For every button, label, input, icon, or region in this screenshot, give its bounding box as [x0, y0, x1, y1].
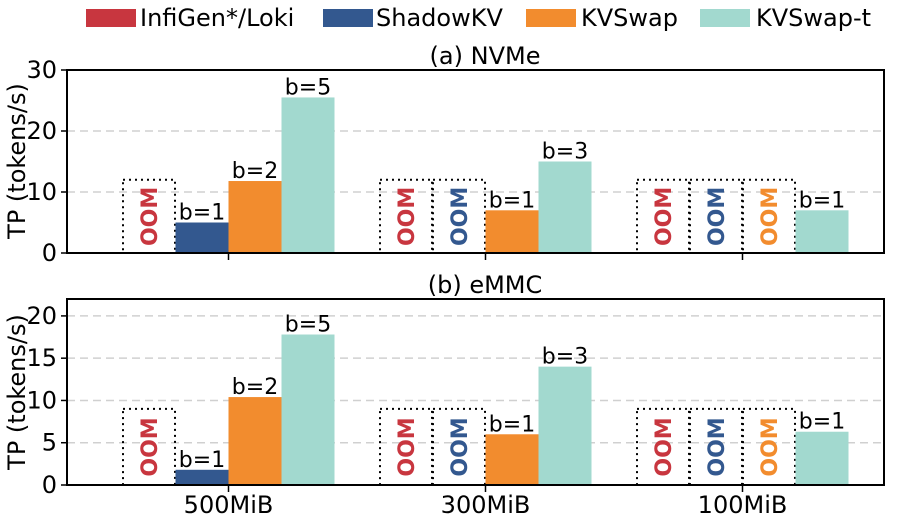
panel-a-oom-label-infigen-loki-300mib: OOM — [395, 187, 420, 246]
legend-swatch-shadowkv — [323, 9, 373, 27]
panel-a-oom-label-infigen-loki-100mib: OOM — [652, 187, 677, 246]
panel-a-title: (a) NVMe — [430, 42, 541, 70]
panel-b-ytick-label: 0 — [42, 471, 57, 499]
panel-b-oom-box-kvswap-100mib — [742, 407, 796, 486]
panel-b-oom-label-shadowkv-100mib: OOM — [705, 417, 730, 476]
panel-b-bar-label-shadowkv-500mib: b=1 — [179, 448, 225, 473]
panel-b-bar-kvswap-500mib — [228, 397, 282, 485]
legend-swatch-kvswap — [526, 9, 576, 27]
panel-b-bar-kvswap-300mib — [485, 434, 539, 485]
legend-label-kvswap: KVSwap — [581, 4, 678, 32]
panel-b-bar-label-kvswap-500mib: b=2 — [232, 375, 278, 400]
panel-b-bar-label-kvswap-300mib: b=1 — [489, 412, 535, 437]
panel-a-bar-label-shadowkv-500mib: b=1 — [179, 201, 225, 226]
panel-a-ytick-label: 30 — [26, 56, 57, 84]
panel-b-oom-box-shadowkv-100mib — [689, 407, 743, 486]
panel-a-frame — [66, 69, 885, 254]
legend-swatch-kvswap-t — [700, 9, 750, 27]
legend-label-infigen-loki: InfiGen*/Loki — [140, 4, 294, 32]
panel-b-ytick-label: 15 — [26, 344, 57, 372]
panel-a-oom-label-shadowkv-100mib: OOM — [705, 187, 730, 246]
panel-a-oom-label-kvswap-100mib: OOM — [758, 187, 783, 246]
panel-a-bar-kvswap-300mib — [485, 210, 539, 253]
panel-a-bar-kvswap-500mib — [228, 181, 282, 253]
legend-swatch-infigen-loki — [86, 9, 136, 27]
panel-a-bar-shadowkv-500mib — [175, 222, 229, 253]
panel-b-oom-label-infigen-loki-100mib: OOM — [652, 417, 677, 476]
legend-label-shadowkv: ShadowKV — [376, 4, 503, 32]
legend-label-kvswap-t: KVSwap-t — [756, 4, 871, 32]
panel-b-oom-label-infigen-loki-300mib: OOM — [395, 417, 420, 476]
xtick-label-100mib: 100MiB — [698, 491, 788, 519]
panel-a-ytick-label: 0 — [42, 239, 57, 267]
xtick-label-300mib: 300MiB — [441, 491, 531, 519]
panel-b-oom-label-kvswap-100mib: OOM — [758, 417, 783, 476]
panel-b-ylabel: TP (tokens/s) — [3, 314, 31, 471]
panel-b-bar-shadowkv-500mib — [175, 469, 229, 485]
panel-a-bar-kvswap-t-100mib — [795, 210, 849, 253]
xtick-label-500mib: 500MiB — [184, 491, 274, 519]
panel-b-oom-box-shadowkv-300mib — [432, 407, 486, 486]
panel-a-oom-label-shadowkv-300mib: OOM — [448, 187, 473, 246]
panel-b-bar-kvswap-t-500mib — [281, 334, 335, 485]
panel-a-bar-kvswap-t-500mib — [281, 97, 335, 253]
panel-b-bar-label-kvswap-t-300mib: b=3 — [542, 345, 588, 370]
panel-a-ytick-label: 20 — [26, 117, 57, 145]
panel-b-title: (b) eMMC — [428, 271, 543, 299]
panel-b-ytick-label: 20 — [26, 302, 57, 330]
panel-b-oom-box-infigen-loki-500mib — [122, 407, 176, 486]
panel-b-bar-label-kvswap-t-100mib: b=1 — [799, 410, 845, 435]
panel-a-ylabel: TP (tokens/s) — [3, 83, 31, 240]
panel-b-ytick-label: 10 — [26, 386, 57, 414]
panel-b-oom-box-infigen-loki-100mib — [636, 407, 690, 486]
panel-a-ytick-label: 10 — [26, 178, 57, 206]
panel-a-bar-label-kvswap-t-500mib: b=5 — [285, 75, 331, 100]
panel-a-bar-kvswap-t-300mib — [538, 161, 592, 253]
panel-a-bar-label-kvswap-t-300mib: b=3 — [542, 140, 588, 165]
panel-a-bar-label-kvswap-500mib: b=2 — [232, 159, 278, 184]
panel-b-bar-kvswap-t-100mib — [795, 431, 849, 485]
panel-a-bar-label-kvswap-300mib: b=1 — [489, 188, 535, 213]
panel-b-oom-label-shadowkv-300mib: OOM — [448, 417, 473, 476]
panel-a-bar-label-kvswap-t-100mib: b=1 — [799, 188, 845, 213]
panel-b-oom-label-infigen-loki-500mib: OOM — [138, 417, 163, 476]
panel-b-frame — [66, 298, 885, 486]
panel-b-oom-box-infigen-loki-300mib — [379, 407, 433, 486]
panel-b-bar-label-kvswap-t-500mib: b=5 — [285, 313, 331, 338]
panel-a-oom-label-infigen-loki-500mib: OOM — [138, 187, 163, 246]
panel-b-ytick-label: 5 — [42, 429, 57, 457]
panel-b-bar-kvswap-t-300mib — [538, 366, 592, 485]
